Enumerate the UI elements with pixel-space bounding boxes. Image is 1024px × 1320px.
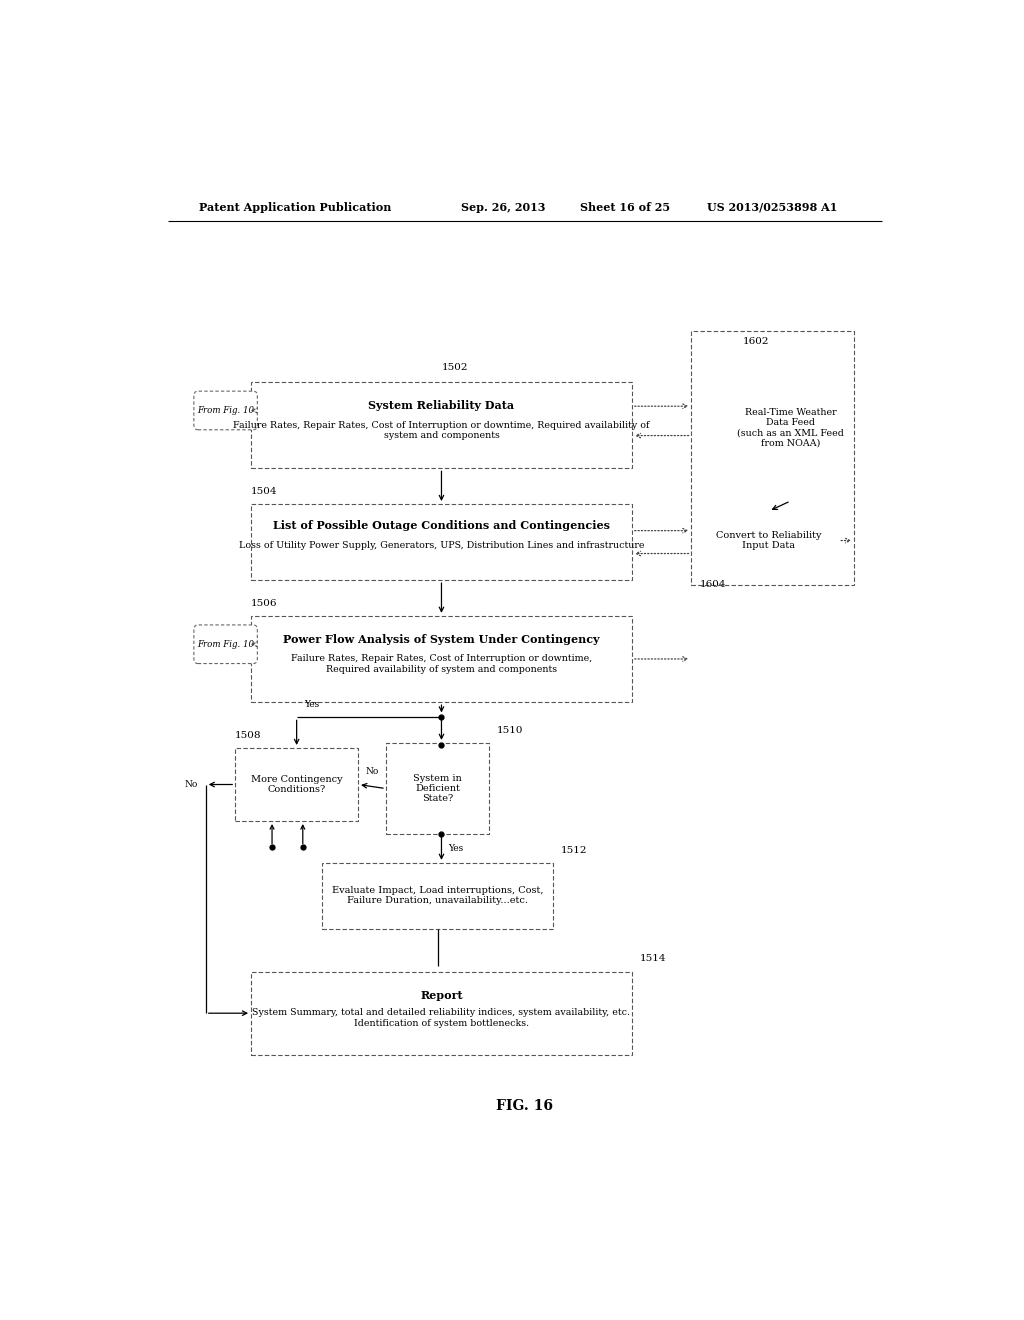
Text: 1602: 1602 (743, 338, 770, 346)
Text: 1604: 1604 (699, 581, 726, 589)
Text: System in
Deficient
State?: System in Deficient State? (413, 774, 462, 804)
Bar (251, 615, 632, 702)
Text: System Summary, total and detailed reliability indices, system availability, etc: System Summary, total and detailed relia… (253, 1008, 631, 1027)
Bar (386, 743, 489, 834)
Text: Sheet 16 of 25: Sheet 16 of 25 (581, 202, 671, 213)
FancyBboxPatch shape (194, 391, 257, 430)
Text: Failure Rates, Repair Rates, Cost of Interruption or downtime,
Required availabi: Failure Rates, Repair Rates, Cost of Int… (291, 655, 592, 673)
Text: System Reliability Data: System Reliability Data (369, 400, 514, 412)
Bar (251, 972, 632, 1055)
Text: 1514: 1514 (640, 954, 667, 964)
Text: From Fig. 10: From Fig. 10 (197, 407, 254, 414)
Bar (236, 748, 358, 821)
FancyBboxPatch shape (194, 624, 257, 664)
Bar (251, 504, 632, 581)
Text: From Fig. 10: From Fig. 10 (197, 640, 254, 648)
Text: Sep. 26, 2013: Sep. 26, 2013 (461, 202, 546, 213)
Text: 1506: 1506 (251, 599, 278, 607)
Bar (691, 331, 854, 585)
Bar (699, 511, 839, 570)
Text: US 2013/0253898 A1: US 2013/0253898 A1 (708, 202, 838, 213)
Text: Failure Rates, Repair Rates, Cost of Interruption or downtime, Required availabi: Failure Rates, Repair Rates, Cost of Int… (233, 421, 649, 440)
Text: Convert to Reliability
Input Data: Convert to Reliability Input Data (716, 531, 821, 550)
Text: FIG. 16: FIG. 16 (497, 1098, 553, 1113)
Bar (251, 381, 632, 469)
Polygon shape (735, 360, 846, 495)
Text: Report: Report (420, 990, 463, 1001)
Text: Loss of Utility Power Supply, Generators, UPS, Distribution Lines and infrastruc: Loss of Utility Power Supply, Generators… (239, 541, 644, 549)
Text: 1508: 1508 (236, 731, 262, 739)
Text: 1502: 1502 (441, 363, 468, 372)
Bar (323, 863, 553, 929)
Text: List of Possible Outage Conditions and Contingencies: List of Possible Outage Conditions and C… (273, 520, 610, 531)
Text: Patent Application Publication: Patent Application Publication (200, 202, 392, 213)
Text: Power Flow Analysis of System Under Contingency: Power Flow Analysis of System Under Cont… (284, 634, 600, 645)
Text: 1512: 1512 (560, 846, 587, 854)
Text: Yes: Yes (304, 701, 319, 709)
Text: Yes: Yes (447, 843, 463, 853)
Text: More Contingency
Conditions?: More Contingency Conditions? (251, 775, 342, 795)
Text: No: No (366, 767, 379, 776)
Text: Evaluate Impact, Load interruptions, Cost,
Failure Duration, unavailability...et: Evaluate Impact, Load interruptions, Cos… (332, 886, 544, 906)
Text: 1510: 1510 (497, 726, 523, 735)
Text: Real-Time Weather
Data Feed
(such as an XML Feed
from NOAA): Real-Time Weather Data Feed (such as an … (737, 408, 844, 447)
Text: 1504: 1504 (251, 487, 278, 496)
Text: No: No (184, 780, 198, 789)
